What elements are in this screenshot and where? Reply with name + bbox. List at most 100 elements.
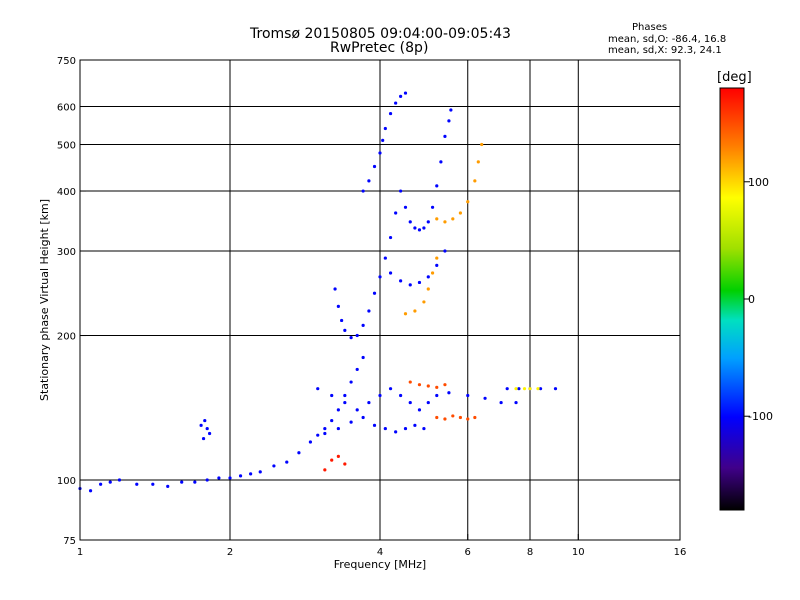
echo-point	[473, 415, 477, 420]
echo-point	[426, 220, 430, 224]
echo-point	[199, 423, 203, 427]
echo-point	[99, 482, 103, 486]
echo-point	[340, 318, 344, 323]
echo-point	[413, 423, 417, 427]
echo-point	[435, 184, 439, 188]
echo-point	[517, 387, 521, 391]
echo-point	[426, 400, 430, 405]
echo-point	[443, 220, 447, 224]
echo-point	[443, 417, 447, 421]
echo-point	[336, 408, 340, 412]
echo-point	[443, 249, 447, 253]
y-tick-label: 300	[57, 247, 76, 258]
echo-point	[417, 280, 422, 285]
echo-point	[449, 108, 453, 112]
echo-point	[381, 138, 385, 142]
echo-point	[388, 387, 393, 391]
echo-point	[422, 300, 426, 304]
echo-point	[403, 205, 408, 209]
y-tick-label: 400	[57, 187, 76, 198]
echo-point	[443, 134, 447, 138]
x-tick-label: 6	[465, 547, 471, 558]
echo-point	[361, 355, 365, 360]
echo-point	[367, 309, 371, 313]
echo-point	[249, 472, 253, 476]
echo-point	[228, 476, 232, 480]
echo-point	[399, 393, 403, 398]
echo-point	[413, 309, 417, 313]
echo-point	[388, 111, 393, 116]
echo-point	[308, 440, 313, 444]
echo-point	[193, 480, 197, 484]
echo-point	[297, 451, 301, 455]
echo-point	[117, 478, 122, 482]
echo-point	[166, 484, 170, 488]
echo-point	[349, 420, 353, 424]
echo-point	[426, 384, 430, 388]
echo-point	[417, 228, 422, 232]
echo-point	[394, 101, 398, 105]
echo-point	[330, 393, 334, 398]
echo-point	[435, 263, 439, 267]
x-tick-label: 10	[572, 547, 585, 558]
echo-point	[180, 480, 184, 484]
echo-point	[336, 304, 340, 309]
echo-point	[349, 336, 353, 340]
echo-point	[447, 119, 451, 123]
echo-point	[538, 387, 543, 391]
echo-point	[399, 189, 403, 193]
echo-point	[383, 256, 387, 260]
echo-point	[323, 468, 327, 472]
echo-point	[367, 179, 371, 183]
echo-point	[372, 291, 377, 295]
y-axis-label: Stationary phase Virtual Height [km]	[38, 199, 51, 401]
echo-point	[403, 91, 408, 95]
echo-point	[367, 400, 371, 405]
colorbar-ticks: 100 0 -100	[744, 176, 773, 423]
echo-point	[285, 460, 289, 464]
echo-point	[201, 436, 206, 441]
x-tick-label: 8	[527, 547, 533, 558]
echo-point	[205, 478, 209, 482]
echo-point	[207, 431, 212, 436]
grid-lines	[80, 60, 680, 540]
axis-labels: 1 2 4 6 8 10 16 75 100 200 300 400 500 600 750	[57, 56, 686, 558]
echo-point	[439, 160, 443, 164]
echo-point	[355, 367, 359, 372]
echo-point	[466, 393, 470, 398]
echo-point	[378, 275, 382, 279]
echo-point	[408, 283, 412, 287]
echo-point	[330, 418, 334, 423]
echo-point	[372, 164, 377, 169]
x-tick-label: 4	[377, 547, 383, 558]
echo-point	[430, 205, 435, 209]
echo-point	[466, 200, 470, 204]
echo-point	[435, 385, 439, 389]
echo-point	[316, 387, 320, 391]
echo-point	[258, 470, 262, 474]
echo-point	[383, 126, 387, 131]
x-tick-label: 1	[77, 547, 83, 558]
scatter-points	[78, 91, 558, 493]
echo-point	[435, 256, 439, 260]
echo-point	[422, 226, 426, 230]
echo-point	[403, 426, 408, 431]
echo-point	[333, 287, 337, 291]
echo-point	[458, 211, 463, 215]
echo-point	[336, 454, 340, 459]
echo-point	[108, 480, 112, 484]
echo-point	[536, 387, 540, 391]
echo-point	[330, 458, 334, 462]
echo-point	[422, 426, 426, 431]
echo-point	[435, 393, 439, 398]
echo-point	[394, 430, 398, 434]
echo-point	[361, 323, 365, 327]
echo-point	[528, 387, 532, 391]
echo-point	[480, 142, 484, 147]
echo-point	[378, 151, 382, 155]
echo-point	[343, 393, 347, 398]
echo-point	[316, 433, 320, 437]
echo-point	[514, 400, 518, 405]
echo-point	[372, 423, 377, 427]
echo-point	[483, 396, 487, 400]
